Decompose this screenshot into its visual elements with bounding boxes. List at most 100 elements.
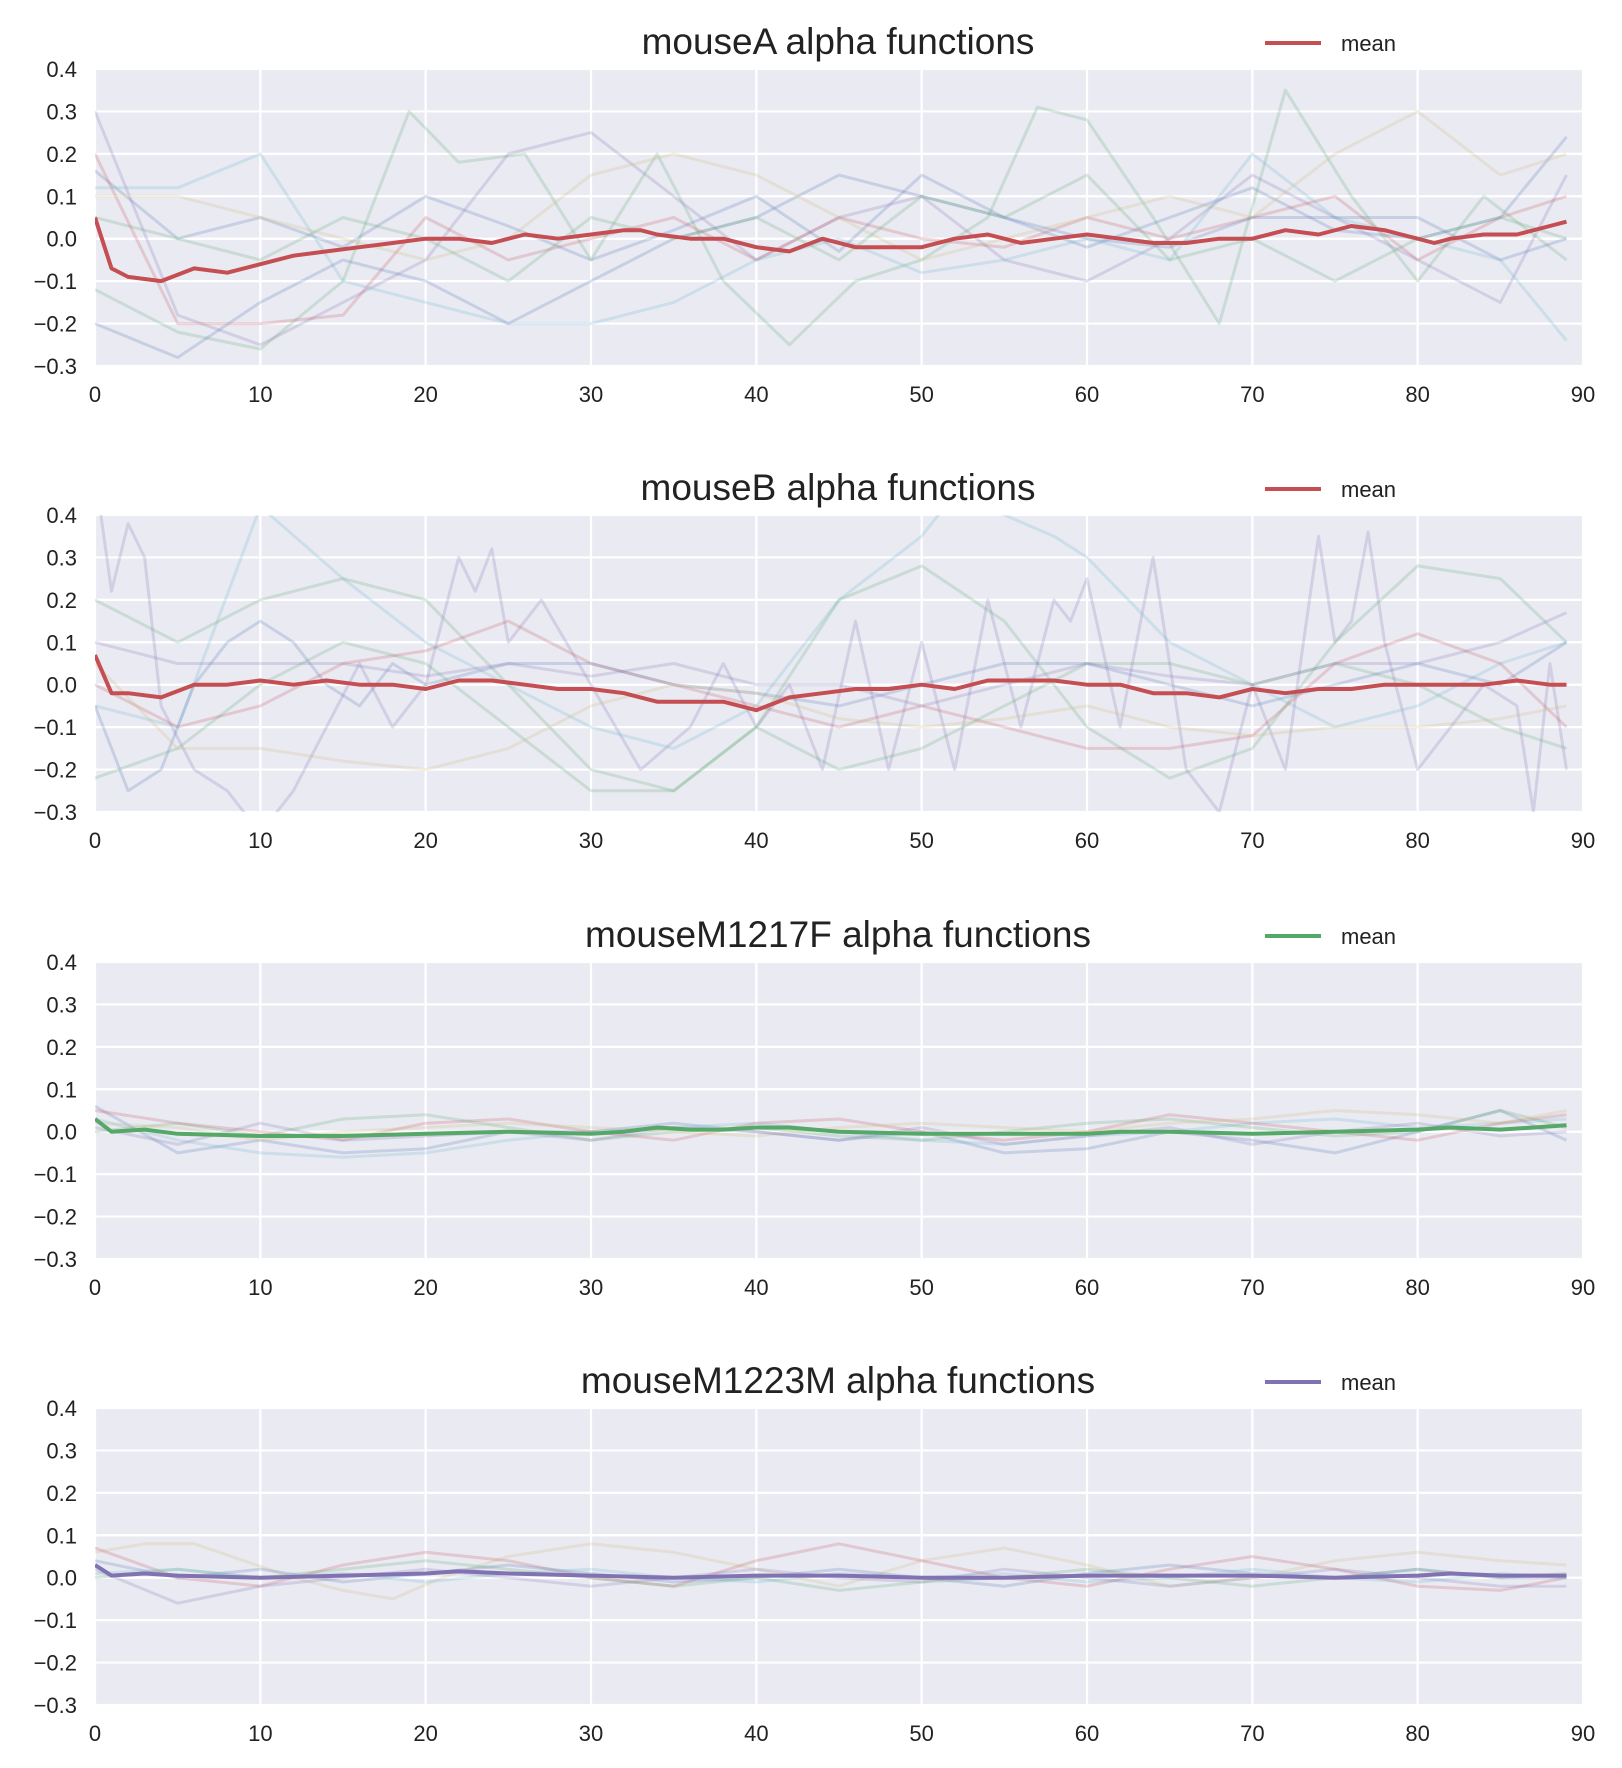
legend: mean <box>1265 477 1396 502</box>
x-tick-label: 30 <box>579 1721 603 1746</box>
individual-series <box>95 1104 1568 1159</box>
y-tick-label: 0.4 <box>46 57 77 82</box>
x-tick-label: 70 <box>1240 828 1264 853</box>
y-tick-label: 0.0 <box>46 1120 77 1145</box>
individual-line <box>95 1104 1568 1155</box>
x-tick-label: 40 <box>744 1721 768 1746</box>
y-tick-label: 0.1 <box>46 184 77 209</box>
legend: mean <box>1265 924 1396 949</box>
y-tick-label: 0.3 <box>46 1438 77 1463</box>
y-tick-label: −0.2 <box>34 1205 77 1230</box>
chart-title: mouseM1217F alpha functions <box>585 914 1091 955</box>
y-tick-label: −0.3 <box>34 1693 77 1718</box>
y-tick-label: −0.3 <box>34 354 77 379</box>
chart-title: mouseA alpha functions <box>642 21 1035 62</box>
y-tick-label: 0.2 <box>46 588 77 613</box>
individual-line <box>95 173 1567 283</box>
x-tick-label: 90 <box>1571 382 1595 407</box>
individual-line <box>95 564 1568 793</box>
x-tick-label: 30 <box>579 382 603 407</box>
y-tick-label: 0.3 <box>46 545 77 570</box>
x-tick-label: 50 <box>909 828 933 853</box>
x-tick-label: 80 <box>1405 828 1429 853</box>
y-tick-label: 0.4 <box>46 503 77 528</box>
individual-line <box>95 611 1568 708</box>
y-tick-label: 0.3 <box>46 99 77 124</box>
x-tick-label: 40 <box>744 1275 768 1300</box>
y-tick-label: 0.4 <box>46 950 77 975</box>
x-tick-label: 0 <box>89 1721 101 1746</box>
x-tick-label: 80 <box>1405 382 1429 407</box>
legend-label: mean <box>1341 924 1396 949</box>
y-tick-label: 0.2 <box>46 1035 77 1060</box>
legend: mean <box>1265 1370 1396 1395</box>
x-tick-label: 30 <box>579 828 603 853</box>
gridlines <box>93 960 1585 1261</box>
chart-panel-2: 0.4 0.3 0.2 0.1 0.0 −0.1 −0.2 −0.3 0 10 20 30 40 50 60… <box>34 467 1596 853</box>
x-tick-label: 40 <box>744 828 768 853</box>
x-tick-label: 0 <box>89 1275 101 1300</box>
individual-series <box>95 88 1568 359</box>
individual-line <box>95 109 1567 262</box>
x-tick-label: 10 <box>248 382 272 407</box>
x-tick-label: 20 <box>413 1275 437 1300</box>
individual-line <box>95 1109 1567 1142</box>
legend-label: mean <box>1341 31 1396 56</box>
x-tick-label: 10 <box>248 828 272 853</box>
chart-panel-4: 0.4 0.3 0.2 0.1 0.0 −0.1 −0.2 −0.3 0 10 20 30 40 50 60… <box>34 1360 1596 1746</box>
x-tick-label: 50 <box>909 1721 933 1746</box>
individual-series <box>95 1542 1567 1605</box>
plot-area <box>95 515 1583 812</box>
mean-line <box>95 1563 1567 1580</box>
individual-line <box>95 619 1568 793</box>
y-tick-label: 0.3 <box>46 992 77 1017</box>
x-tick-label: 20 <box>413 828 437 853</box>
mean-line <box>95 654 1567 713</box>
x-tick-label: 60 <box>1075 1275 1099 1300</box>
mean-line <box>95 1117 1567 1138</box>
y-tick-label: 0.1 <box>46 1077 77 1102</box>
x-tick-label: 60 <box>1075 382 1099 407</box>
plot-area <box>95 962 1583 1259</box>
individual-line <box>95 515 1567 750</box>
x-tick-label: 90 <box>1571 1721 1595 1746</box>
x-tick-label: 0 <box>89 828 101 853</box>
plot-area <box>95 69 1583 366</box>
y-tick-label: 0.0 <box>46 673 77 698</box>
individual-line <box>95 640 1567 793</box>
x-tick-label: 60 <box>1075 1721 1099 1746</box>
y-tick-label: −0.1 <box>34 1162 77 1187</box>
chart-title: mouseM1223M alpha functions <box>581 1360 1095 1401</box>
mean-line <box>95 216 1568 284</box>
individual-line <box>95 1542 1567 1601</box>
legend-label: mean <box>1341 1370 1396 1395</box>
x-tick-label: 70 <box>1240 1275 1264 1300</box>
x-tick-label: 50 <box>909 1275 933 1300</box>
y-tick-label: −0.3 <box>34 1247 77 1272</box>
individual-line <box>95 153 1567 326</box>
plot-area <box>95 1408 1583 1705</box>
x-tick-label: 10 <box>248 1721 272 1746</box>
y-tick-label: −0.1 <box>34 269 77 294</box>
y-tick-label: 0.1 <box>46 1523 77 1548</box>
y-tick-label: 0.2 <box>46 1481 77 1506</box>
individual-line <box>95 110 1568 347</box>
x-tick-label: 30 <box>579 1275 603 1300</box>
gridlines <box>93 1406 1585 1707</box>
x-tick-label: 90 <box>1571 828 1595 853</box>
y-tick-label: 0.2 <box>46 142 77 167</box>
legend: mean <box>1265 31 1396 56</box>
individual-line <box>95 1109 1567 1142</box>
gridlines <box>93 67 1585 368</box>
x-tick-label: 90 <box>1571 1275 1595 1300</box>
y-tick-label: −0.1 <box>34 1608 77 1633</box>
y-tick-label: −0.2 <box>34 312 77 337</box>
x-tick-label: 70 <box>1240 1721 1264 1746</box>
legend-label: mean <box>1341 477 1396 502</box>
individual-series <box>95 515 1568 812</box>
y-tick-label: −0.2 <box>34 1651 77 1676</box>
gridlines <box>93 513 1585 814</box>
x-tick-label: 0 <box>89 382 101 407</box>
y-tick-label: 0.0 <box>46 1566 77 1591</box>
